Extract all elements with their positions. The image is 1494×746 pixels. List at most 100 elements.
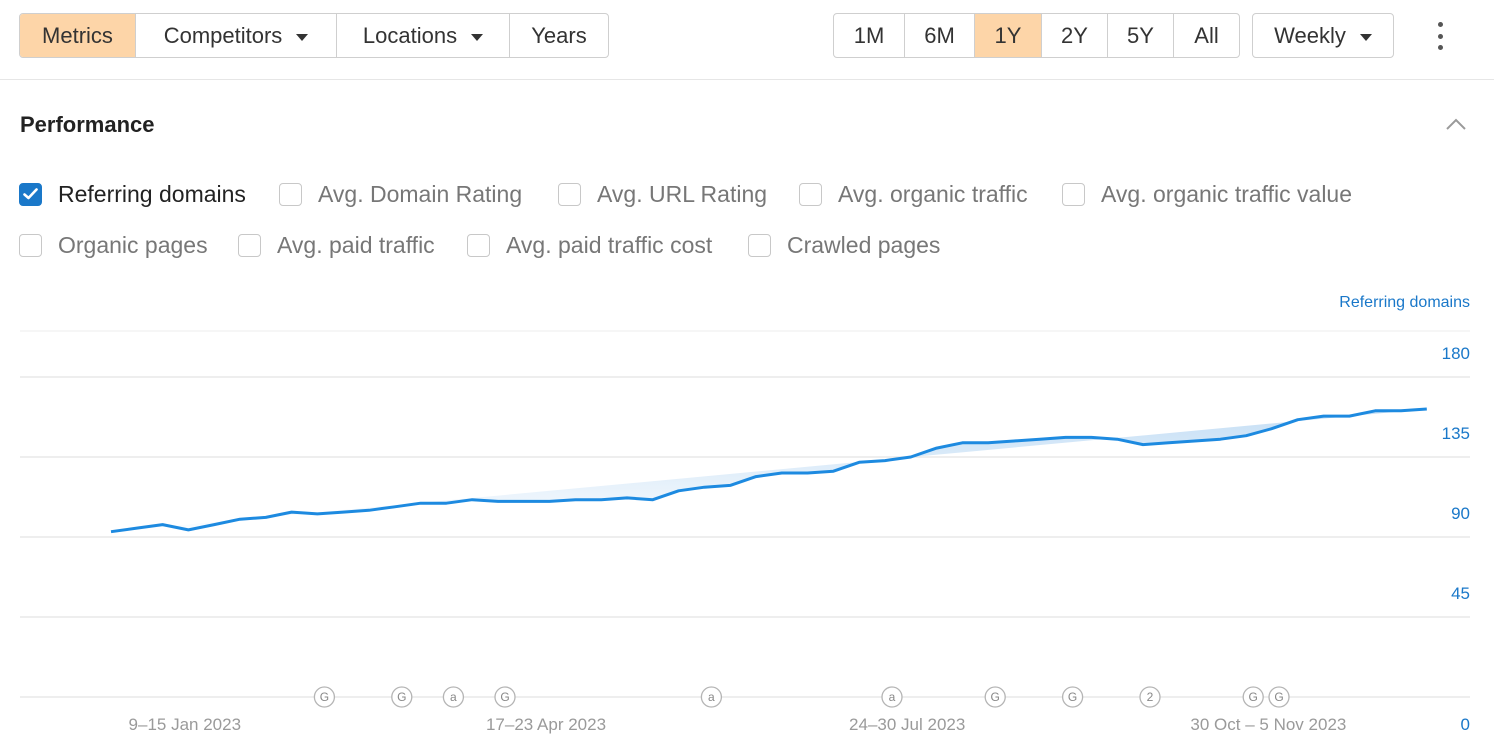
data-point <box>314 511 320 517</box>
metric-label: Avg. paid traffic cost <box>506 231 713 258</box>
annotation-icon <box>700 686 723 708</box>
data-point <box>1295 417 1301 423</box>
annotation-marker[interactable]: a <box>442 686 465 708</box>
checkbox-checked-icon[interactable] <box>19 182 42 206</box>
annotation-icon <box>881 686 903 708</box>
annotation-marker[interactable]: 2 <box>1139 686 1161 708</box>
data-point <box>469 497 475 503</box>
range-button-6m[interactable]: 6M <box>905 14 975 57</box>
metric-option[interactable]: Crawled pages <box>748 230 940 260</box>
data-point <box>701 484 707 490</box>
checkbox-icon[interactable] <box>238 233 261 257</box>
data-point <box>572 497 578 503</box>
y-tick-label: 135 <box>1442 424 1470 443</box>
checkbox-icon[interactable] <box>19 233 42 257</box>
annotation-marker[interactable]: a <box>700 686 723 708</box>
data-point <box>753 474 759 480</box>
range-button-all[interactable]: All <box>1194 22 1219 48</box>
data-point <box>1243 433 1249 439</box>
data-point <box>521 498 527 504</box>
checkbox-icon[interactable] <box>279 182 302 206</box>
range-button-1y[interactable]: 1Y <box>975 14 1042 57</box>
annotation-icon <box>1139 686 1161 708</box>
metric-label: Avg. organic traffic <box>838 180 1028 207</box>
checkbox-icon[interactable] <box>799 182 822 206</box>
interval-dropdown[interactable]: Weekly <box>1253 14 1393 57</box>
data-point <box>1140 442 1146 448</box>
metric-option[interactable]: Avg. URL Rating <box>558 179 767 209</box>
data-point <box>1424 406 1430 412</box>
data-point <box>1114 436 1120 442</box>
chevron-down-icon <box>296 33 309 41</box>
data-point <box>1450 280 1456 283</box>
data-point <box>263 514 269 520</box>
annotation-icon <box>1061 686 1084 708</box>
metric-option[interactable]: Avg. Domain Rating <box>279 179 522 209</box>
data-point <box>934 445 940 451</box>
data-point <box>392 504 398 510</box>
annotation-marker[interactable]: G <box>984 686 1006 708</box>
metric-option[interactable]: Avg. organic traffic value <box>1062 179 1352 209</box>
annotation-marker[interactable]: G <box>313 686 336 708</box>
annotation-icon <box>391 686 413 708</box>
toolbar: Metrics Competitors Locations Years 1M 6M 1Y 2… <box>0 0 1494 80</box>
metric-option[interactable]: Avg. paid traffic <box>238 230 435 260</box>
annotation-marker[interactable]: G <box>1242 686 1264 708</box>
more-options-icon[interactable] <box>1432 22 1448 50</box>
checkbox-icon[interactable] <box>748 233 771 257</box>
y-tick-label: 90 <box>1451 504 1470 523</box>
x-tick-label: 17–23 Apr 2023 <box>486 715 606 734</box>
data-point <box>1011 438 1017 444</box>
series-area <box>111 409 1427 532</box>
metric-option[interactable]: Referring domains <box>19 179 246 209</box>
annotation-marker[interactable]: G <box>1061 686 1084 708</box>
metric-option[interactable]: Organic pages <box>19 230 208 260</box>
data-point <box>882 458 888 464</box>
annotation-label: a <box>889 690 896 704</box>
annotation-label: G <box>991 690 1000 704</box>
x-tick-label: 24–30 Jul 2023 <box>849 715 965 734</box>
data-point <box>443 500 449 506</box>
metric-option[interactable]: Avg. paid traffic cost <box>467 230 712 260</box>
annotation-marker[interactable]: a <box>881 686 903 708</box>
metric-label: Crawled pages <box>787 231 941 258</box>
checkbox-icon[interactable] <box>467 233 490 257</box>
data-point <box>1192 438 1198 444</box>
range-button-5y[interactable]: 5Y <box>1108 14 1174 57</box>
tab-locations[interactable]: Locations <box>337 14 510 57</box>
data-point <box>985 440 991 446</box>
annotation-label: a <box>708 690 715 704</box>
chevron-up-icon[interactable] <box>1444 116 1468 132</box>
annotation-label: 2 <box>1147 690 1154 704</box>
tab-years[interactable]: Years <box>510 14 608 57</box>
data-point <box>1217 436 1223 442</box>
range-button-2y[interactable]: 2Y <box>1042 14 1108 57</box>
x-tick-label: 9–15 Jan 2023 <box>129 715 242 734</box>
annotation-marker[interactable]: G <box>1268 686 1290 708</box>
y-tick-label: 0 <box>1461 715 1470 734</box>
data-point <box>1088 434 1094 440</box>
annotation-label: G <box>1068 690 1077 704</box>
metric-option[interactable]: Avg. organic traffic <box>799 179 1028 209</box>
annotation-marker[interactable]: G <box>494 686 516 708</box>
annotation-label: G <box>397 690 406 704</box>
annotation-icon <box>1242 686 1264 708</box>
data-point <box>1398 408 1404 414</box>
data-point <box>805 470 811 476</box>
tab-metrics[interactable]: Metrics <box>20 14 136 57</box>
checkbox-icon[interactable] <box>1062 182 1085 206</box>
y-tick-label: 45 <box>1451 584 1470 603</box>
data-point <box>1269 426 1275 432</box>
annotation-icon <box>494 686 516 708</box>
annotation-icon <box>313 686 336 708</box>
checkbox-icon[interactable] <box>558 182 581 206</box>
metric-label: Avg. organic traffic value <box>1101 180 1353 207</box>
interval-dropdown-label: Weekly <box>1274 22 1346 48</box>
data-point <box>1166 440 1172 446</box>
annotation-label: G <box>320 690 329 704</box>
annotation-label: a <box>450 690 457 704</box>
annotation-marker[interactable]: G <box>391 686 413 708</box>
tab-competitors[interactable]: Competitors <box>136 14 337 57</box>
range-button-1m[interactable]: 1M <box>834 14 905 57</box>
data-point <box>1321 413 1327 419</box>
